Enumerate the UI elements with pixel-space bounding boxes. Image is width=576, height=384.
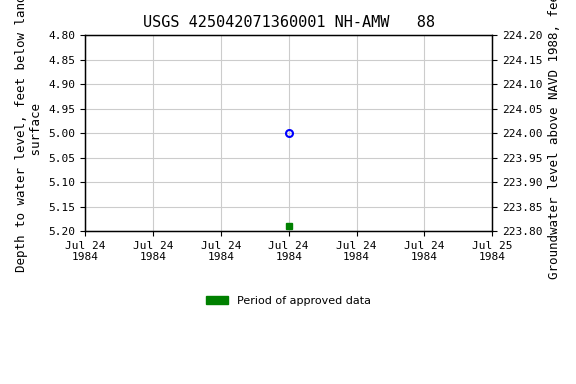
Y-axis label: Groundwater level above NAVD 1988, feet: Groundwater level above NAVD 1988, feet bbox=[548, 0, 561, 280]
Title: USGS 425042071360001 NH-AMW   88: USGS 425042071360001 NH-AMW 88 bbox=[143, 15, 435, 30]
Legend: Period of approved data: Period of approved data bbox=[202, 291, 376, 310]
Y-axis label: Depth to water level, feet below land
 surface: Depth to water level, feet below land su… bbox=[15, 0, 43, 272]
